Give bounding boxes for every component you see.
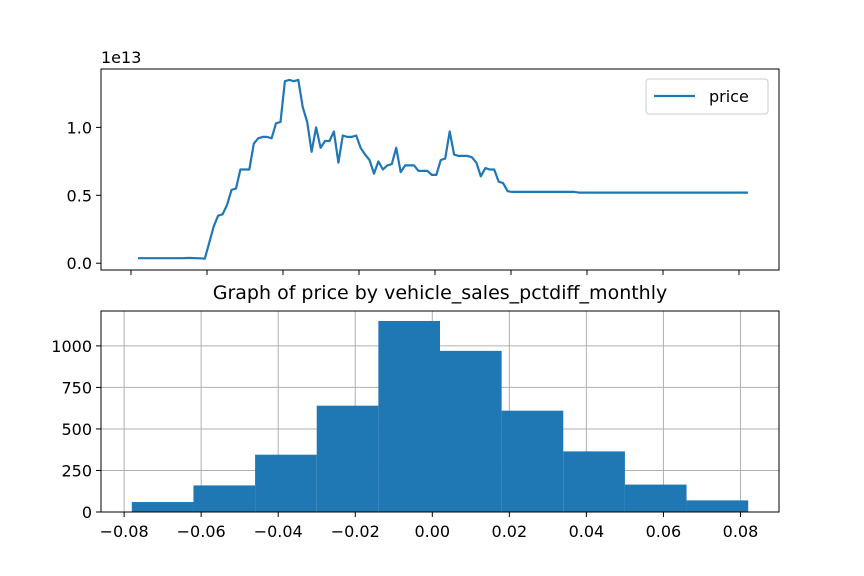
legend: price [645, 78, 769, 115]
y-tick-label: 500 [61, 420, 92, 439]
histogram-bar [193, 485, 256, 512]
histogram-bar [255, 454, 317, 512]
histogram-bars [131, 320, 749, 512]
x-tick-label: 0.00 [414, 522, 450, 541]
x-tick-label: −0.04 [254, 522, 303, 541]
line-chart-axes: 0.0 0.5 1.0 1e13 price [67, 48, 780, 275]
histogram-bar [378, 320, 440, 512]
line-chart-y-ticks: 0.0 0.5 1.0 [67, 118, 101, 273]
histogram-bar [563, 451, 625, 512]
x-tick-label: 0.02 [492, 522, 528, 541]
histogram-bar [131, 502, 194, 512]
y-tick-label: 750 [61, 378, 92, 397]
line-chart-frame [100, 68, 780, 271]
histogram-bar [501, 410, 564, 512]
legend-box [645, 78, 769, 115]
y-scale-label: 1e13 [101, 48, 141, 67]
x-tick-label: 0.08 [723, 522, 759, 541]
x-tick-label: 0.04 [569, 522, 605, 541]
histogram-frame [100, 310, 780, 513]
x-tick-label: 0.06 [646, 522, 682, 541]
y-tick-label: 0.5 [67, 186, 92, 205]
histogram-bar [316, 405, 379, 512]
histogram-title: Graph of price by vehicle_sales_pctdiff_… [213, 282, 668, 304]
price-series-line [138, 78, 748, 260]
y-tick-label: 1.0 [67, 118, 92, 137]
x-tick-label: −0.02 [331, 522, 380, 541]
y-tick-label: 0 [82, 503, 92, 522]
y-tick-label: 1000 [51, 337, 92, 356]
x-tick-label: −0.06 [177, 522, 226, 541]
histogram-bar [624, 484, 687, 512]
histogram-bar [686, 500, 749, 512]
histogram-axes: −0.08 −0.06 −0.04 −0.02 0.00 0.02 0.04 0.06 0.08… [51, 282, 780, 541]
x-tick-label: −0.08 [100, 522, 149, 541]
y-tick-label: 0.0 [67, 254, 92, 273]
histogram-x-ticks: −0.08 −0.06 −0.04 −0.02 0.00 0.02 0.04 0.06 0.08 [100, 512, 759, 541]
y-tick-label: 250 [61, 461, 92, 480]
histogram-bar [440, 350, 502, 512]
line-chart-x-ticks [130, 270, 740, 275]
histogram-y-ticks: 0 250 500 750 1000 [51, 337, 101, 522]
legend-label-price: price [709, 87, 749, 106]
